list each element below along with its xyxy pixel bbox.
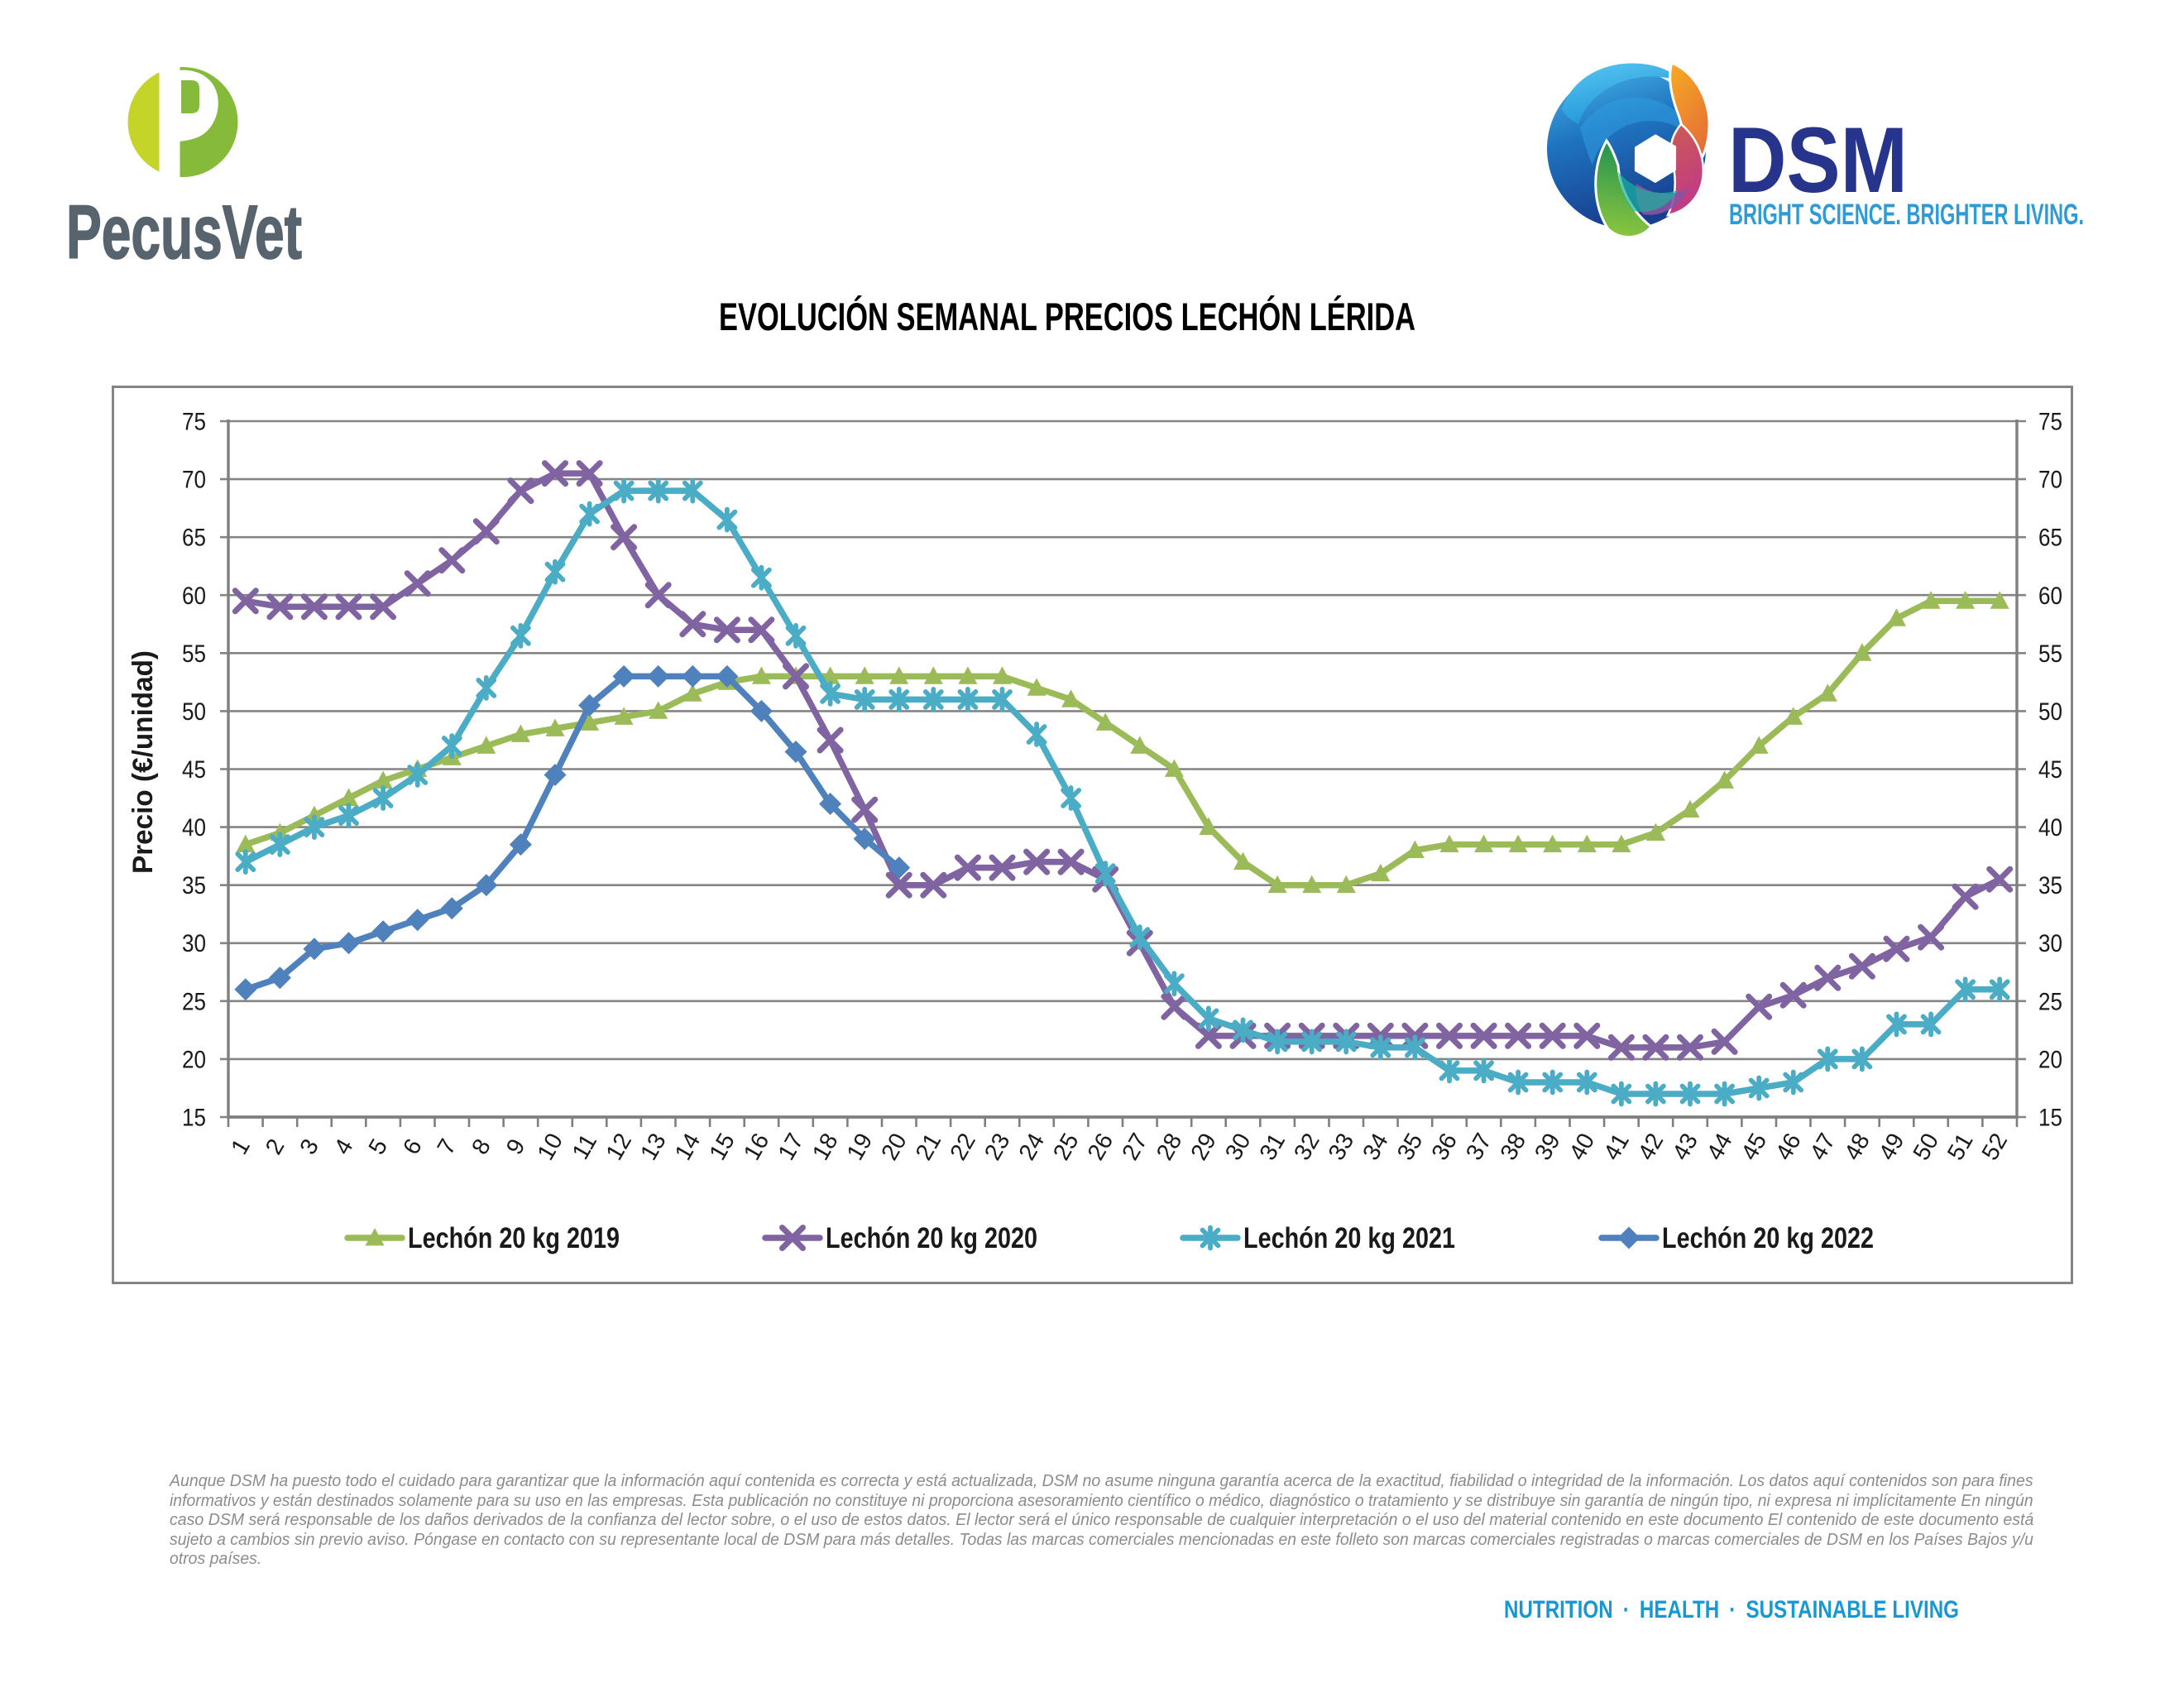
svg-text:50: 50 [2038,698,2062,726]
svg-text:25: 25 [2038,988,2062,1015]
svg-text:NUTRITION · HEALTH · SUSTAINAB: NUTRITION · HEALTH · SUSTAINABLE LIVING [1504,1596,1959,1623]
svg-text:DSM: DSM [1728,108,1908,212]
svg-text:75: 75 [2038,409,2062,436]
svg-text:65: 65 [182,525,206,552]
svg-text:20: 20 [2038,1046,2062,1073]
svg-text:45: 45 [182,756,206,784]
svg-text:15: 15 [2038,1105,2062,1132]
svg-text:Lechón 20 kg 2019: Lechón 20 kg 2019 [408,1222,620,1254]
svg-text:70: 70 [182,467,206,494]
svg-text:PecusVet: PecusVet [66,190,302,275]
svg-text:40: 40 [182,814,206,842]
svg-text:45: 45 [2038,756,2062,784]
svg-text:55: 55 [2038,640,2062,668]
svg-text:70: 70 [2038,467,2062,494]
svg-text:Precio (€/unidad): Precio (€/unidad) [127,650,159,874]
svg-text:60: 60 [2038,583,2062,610]
svg-text:Lechón 20 kg 2020: Lechón 20 kg 2020 [826,1222,1037,1254]
svg-text:35: 35 [2038,872,2062,899]
svg-text:55: 55 [182,640,206,668]
svg-text:35: 35 [182,872,206,899]
svg-text:20: 20 [182,1046,206,1073]
svg-text:BRIGHT SCIENCE. BRIGHTER LIVIN: BRIGHT SCIENCE. BRIGHTER LIVING. [1729,199,2084,231]
svg-text:30: 30 [2038,930,2062,957]
svg-text:25: 25 [182,988,206,1015]
svg-text:40: 40 [2038,814,2062,842]
svg-text:50: 50 [182,698,206,726]
svg-text:Lechón 20 kg 2022: Lechón 20 kg 2022 [1662,1222,1874,1254]
svg-text:60: 60 [182,583,206,610]
svg-text:15: 15 [182,1105,206,1132]
svg-text:Lechón 20 kg 2021: Lechón 20 kg 2021 [1243,1222,1455,1254]
svg-text:EVOLUCIÓN SEMANAL PRECIOS LECH: EVOLUCIÓN SEMANAL PRECIOS LECHÓN LÉRIDA [719,295,1415,338]
svg-text:75: 75 [182,409,206,436]
svg-text:65: 65 [2038,525,2062,552]
svg-text:30: 30 [182,930,206,957]
